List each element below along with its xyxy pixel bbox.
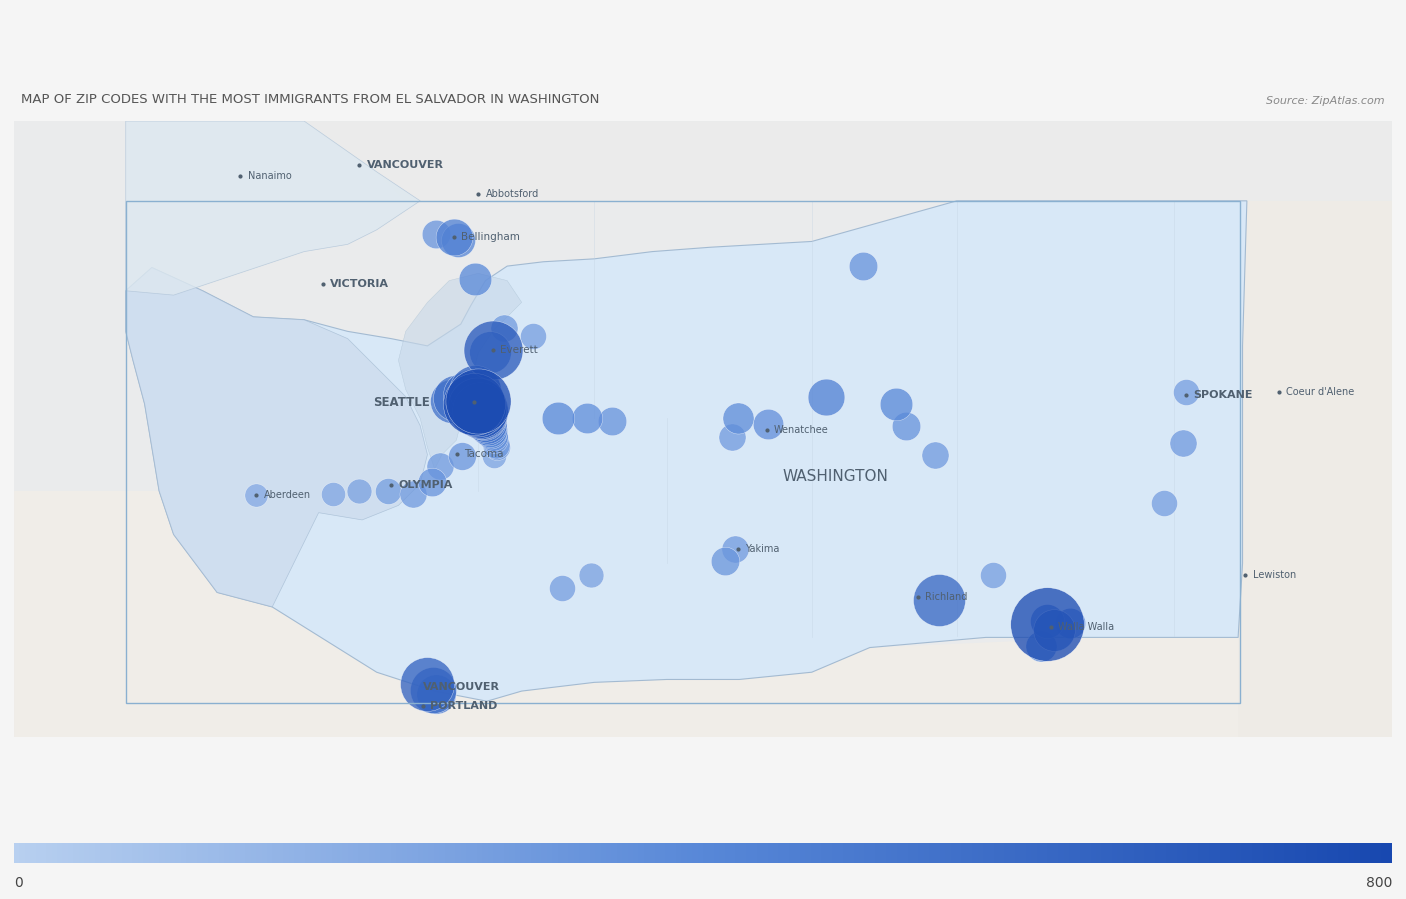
Point	[416, 677, 439, 691]
Point	[468, 403, 491, 417]
Text: VANCOUVER: VANCOUVER	[367, 160, 443, 170]
Text: MAP OF ZIP CODES WITH THE MOST IMMIGRANTS FROM EL SALVADOR IN WASHINGTON: MAP OF ZIP CODES WITH THE MOST IMMIGRANT…	[21, 93, 599, 106]
Text: VICTORIA: VICTORIA	[330, 279, 389, 289]
Text: Everett: Everett	[501, 344, 537, 354]
Point	[322, 486, 344, 501]
Text: SEATTLE: SEATTLE	[374, 396, 430, 409]
Text: VANCOUVER: VANCOUVER	[423, 681, 501, 691]
Point	[420, 475, 443, 489]
Point	[475, 417, 498, 432]
Point	[928, 592, 950, 607]
Point	[478, 344, 501, 359]
Point	[481, 343, 503, 357]
Point	[1029, 639, 1052, 654]
Text: Lewiston: Lewiston	[1253, 570, 1296, 580]
Polygon shape	[125, 200, 1247, 701]
Point	[402, 486, 425, 501]
Point	[470, 405, 492, 420]
Point	[425, 687, 447, 701]
Point	[1171, 436, 1194, 450]
Text: 0: 0	[14, 876, 22, 890]
Point	[377, 484, 399, 498]
Text: Nanaimo: Nanaimo	[247, 171, 291, 182]
Text: WASHINGTON: WASHINGTON	[783, 469, 889, 484]
Point	[474, 414, 496, 429]
Point	[1059, 616, 1081, 630]
Text: 800: 800	[1365, 876, 1392, 890]
Point	[464, 272, 486, 287]
Point	[884, 396, 907, 411]
Point	[581, 568, 603, 583]
Point	[981, 568, 1004, 583]
Point	[477, 420, 499, 434]
Text: Wenatchee: Wenatchee	[775, 425, 828, 435]
Point	[451, 449, 474, 463]
Point	[443, 230, 465, 245]
Point	[465, 399, 488, 414]
Point	[349, 484, 371, 498]
Point	[851, 259, 873, 273]
Point	[478, 423, 501, 437]
Text: Tacoma: Tacoma	[464, 449, 503, 458]
Point	[482, 449, 505, 463]
Point	[429, 459, 451, 474]
Point	[1035, 617, 1057, 631]
Point	[575, 411, 598, 425]
Polygon shape	[125, 121, 1392, 200]
Text: Aberdeen: Aberdeen	[263, 490, 311, 500]
Point	[551, 581, 574, 595]
Point	[471, 408, 494, 423]
Point	[464, 384, 486, 398]
Point	[447, 233, 470, 247]
Point	[486, 441, 509, 455]
Bar	[125, 200, 1240, 703]
Point	[894, 418, 917, 432]
Text: Coeur d'Alene: Coeur d'Alene	[1286, 387, 1354, 397]
Point	[721, 430, 744, 444]
Polygon shape	[14, 491, 1392, 737]
Point	[463, 396, 485, 411]
Point	[482, 432, 505, 446]
Text: SPOKANE: SPOKANE	[1194, 390, 1253, 400]
Text: Abbotsford: Abbotsford	[485, 189, 538, 199]
Text: Walla Walla: Walla Walla	[1059, 621, 1115, 631]
Polygon shape	[398, 273, 522, 469]
Point	[756, 417, 779, 432]
Point	[1035, 614, 1057, 628]
Point	[1175, 385, 1198, 399]
Point	[481, 429, 503, 443]
Point	[547, 411, 569, 425]
Text: Richland: Richland	[925, 592, 967, 601]
Point	[479, 426, 502, 441]
Point	[441, 394, 464, 408]
Text: Source: ZipAtlas.com: Source: ZipAtlas.com	[1267, 95, 1385, 106]
Point	[456, 388, 478, 403]
Point	[1043, 623, 1066, 637]
Polygon shape	[1239, 200, 1392, 737]
Point	[446, 391, 468, 405]
Point	[1153, 495, 1175, 510]
Point	[815, 389, 838, 404]
Point	[422, 682, 444, 697]
Text: OLYMPIA: OLYMPIA	[398, 480, 453, 490]
Point	[460, 385, 482, 399]
Point	[600, 414, 623, 429]
Point	[484, 437, 506, 451]
Point	[713, 554, 735, 568]
Polygon shape	[125, 268, 427, 607]
Point	[494, 321, 516, 335]
Point	[467, 394, 489, 408]
Point	[727, 411, 749, 425]
Text: Yakima: Yakima	[745, 544, 779, 554]
Point	[425, 227, 447, 242]
Point	[724, 542, 747, 556]
Point	[522, 328, 544, 343]
Point	[472, 411, 495, 425]
Polygon shape	[125, 121, 420, 295]
Text: PORTLAND: PORTLAND	[430, 700, 498, 710]
Point	[924, 448, 946, 462]
Point	[245, 488, 267, 503]
Text: Bellingham: Bellingham	[461, 232, 520, 242]
